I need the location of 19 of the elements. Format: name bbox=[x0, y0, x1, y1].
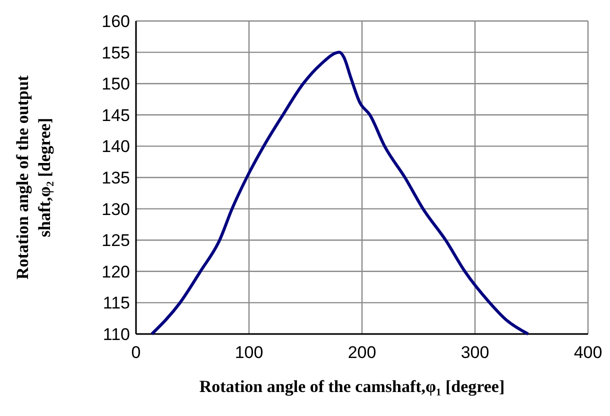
y-tick-label: 125 bbox=[102, 231, 130, 250]
x-tick-label: 300 bbox=[460, 343, 490, 362]
y-tick-label: 130 bbox=[102, 200, 130, 219]
line-series bbox=[150, 50, 530, 336]
y-tick-label: 150 bbox=[102, 74, 130, 94]
x-tick-label: 400 bbox=[574, 343, 602, 362]
y-tick-label: 140 bbox=[102, 137, 130, 156]
y-tick-label: 135 bbox=[102, 168, 130, 188]
y-tick-label: 120 bbox=[102, 262, 130, 282]
y-tick-label: 155 bbox=[102, 43, 130, 62]
y-tick-label: 145 bbox=[102, 106, 130, 125]
y-tick-label: 115 bbox=[102, 294, 130, 313]
y-axis-title: Rotation angle of the output shaft,φ₂ [degree] bbox=[13, 75, 54, 280]
x-axis-title: Rotation angle of the camshaft,φ₁ [degree] bbox=[199, 377, 505, 396]
y-tick-label: 110 bbox=[102, 325, 130, 344]
x-tick-label: 0 bbox=[131, 343, 141, 362]
x-tick-label: 200 bbox=[348, 343, 376, 362]
x-tick-label: 100 bbox=[234, 343, 264, 362]
y-tick-label: 160 bbox=[102, 12, 130, 31]
